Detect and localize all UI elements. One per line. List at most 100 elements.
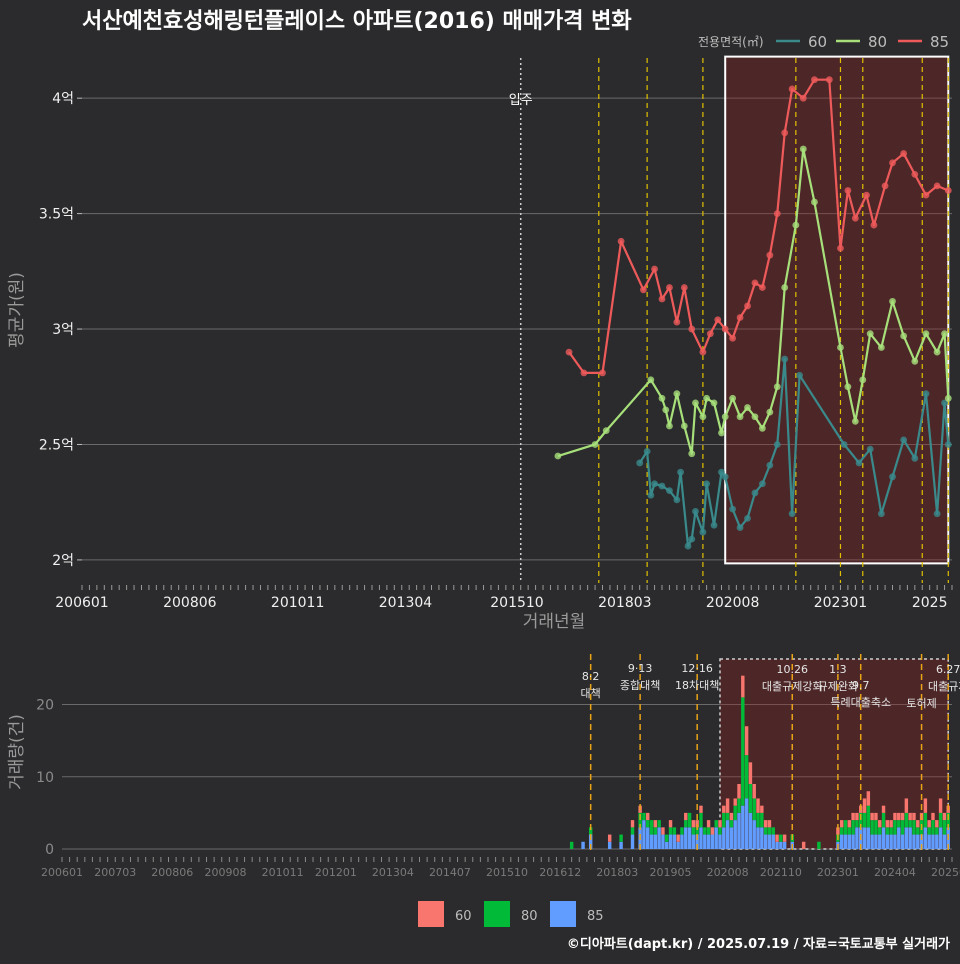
volume-bar-80 [760,812,764,828]
volume-y-tick-label: 0 [45,842,54,858]
volume-bar-80 [714,820,718,828]
price-y-tick-label: 2억 [52,553,74,569]
volume-bar-60 [904,798,909,813]
volume-bar-60 [900,812,905,821]
price-point-60 [944,441,952,448]
volume-bar-85 [748,812,753,849]
volume-event-label: 9·13 [628,662,653,675]
volume-event-label: 12·16 [681,662,713,675]
volume-bar-80 [866,805,871,828]
volume-bar-85 [931,834,935,849]
price-point-80 [844,383,852,391]
volume-bar-80 [862,812,867,828]
volume-bar-80 [722,812,726,828]
price-point-85 [773,210,781,218]
volume-bar-60 [942,812,947,821]
volume-bar-80 [946,812,950,828]
price-x-tick-label: 201304 [379,595,433,611]
volume-bar-60 [646,812,650,821]
volume-legend-swatch-60 [418,901,444,927]
volume-bar-85 [935,834,939,849]
price-point-85 [837,244,844,252]
volume-bar-80 [938,812,943,828]
price-x-tick-label: 200601 [55,595,108,611]
price-point-60 [889,473,896,481]
volume-bar-60 [801,841,806,849]
price-point-80 [851,417,859,425]
legends: 전용면적(㎡) 60 80 85 60 80 85 [418,33,949,927]
volume-event-label: 특례대출축소 [830,696,891,709]
price-y-tick-label: 4억 [52,91,74,107]
volume-bar-60 [908,812,912,821]
volume-bar-85 [699,827,703,849]
volume-bar-85 [771,834,775,849]
price-x-tick-label: 201011 [271,595,324,611]
volume-bar-60 [630,820,635,828]
volume-bar-60 [839,820,844,828]
footer-credit: ©디아파트(dapt.kr) / 2025.07.19 / 자료=국토교통부 실… [567,936,950,952]
volume-bar-80 [878,827,882,835]
price-point-85 [933,182,941,190]
volume-bar-85 [642,820,646,849]
price-point-85 [844,187,852,194]
price-point-80 [692,399,699,407]
volume-bar-80 [649,820,654,835]
volume-bar-85 [908,827,912,849]
volume-bar-85 [733,820,737,849]
volume-bar-60 [710,827,715,835]
volume-x-tick-label: 202507 [931,866,960,879]
price-y-axis-label: 평균가(원) [7,272,27,348]
price-panel: 2억 2.5억 3억 3.5억 4억 입주 200601 200806 201011 201304… [7,55,953,632]
volume-bar-80 [646,820,650,828]
price-point-60 [788,510,796,518]
volume-bar-80 [767,827,772,835]
volume-bar-85 [695,834,699,849]
price-line-series-80 [557,147,950,458]
volume-event-label: 8·2 [582,670,600,683]
volume-bar-60 [668,820,673,828]
volume-legend-label-60: 60 [455,909,472,924]
volume-x-tick-label: 202301 [817,866,859,879]
volume-bar-80 [672,827,677,835]
volume-bar-85 [878,834,882,849]
price-y-tick-label: 3.5억 [39,207,74,223]
price-point-60 [796,371,803,379]
volume-bar-80 [691,827,696,835]
volume-bar-80 [729,820,734,828]
volume-event-label: 대책 [581,687,601,700]
price-point-85 [565,348,573,356]
price-point-60 [643,448,651,455]
volume-bar-85 [881,827,886,849]
price-x-tick-label: 2025 [912,595,948,611]
volume-bar-80 [744,755,749,799]
volume-bar-85 [927,834,931,849]
price-point-85 [851,214,859,222]
volume-x-tick-label: 201201 [315,866,357,879]
price-point-85 [666,284,673,291]
price-point-80 [837,344,844,351]
price-point-85 [729,334,737,342]
volume-x-tick-label: 201803 [596,866,638,879]
price-point-80 [941,330,948,338]
price-point-80 [688,450,696,458]
price-point-85 [673,318,681,326]
volume-event-label: 규제완화 [818,680,858,693]
price-point-85 [889,159,896,167]
price-point-85 [922,191,930,199]
volume-bar-85 [889,834,893,849]
price-x-tick-label: 201510 [490,595,543,611]
price-x-tick-label: 201803 [598,595,651,611]
volume-bar-85 [680,834,684,849]
volume-bar-60 [931,812,935,821]
price-legend-title: 전용면적(㎡) [698,35,764,49]
price-point-60 [699,528,707,536]
volume-y-tick-label: 20 [36,698,54,714]
volume-legend-swatch-85 [550,901,576,927]
price-point-85 [580,369,588,377]
volume-bar-60 [938,798,943,813]
volume-bar-85 [676,841,680,849]
volume-x-tick-label: 201612 [539,866,581,879]
volume-bar-60 [653,820,658,828]
volume-event-label: 18차대책 [675,679,719,692]
volume-event-label: 9.7 [852,679,870,692]
